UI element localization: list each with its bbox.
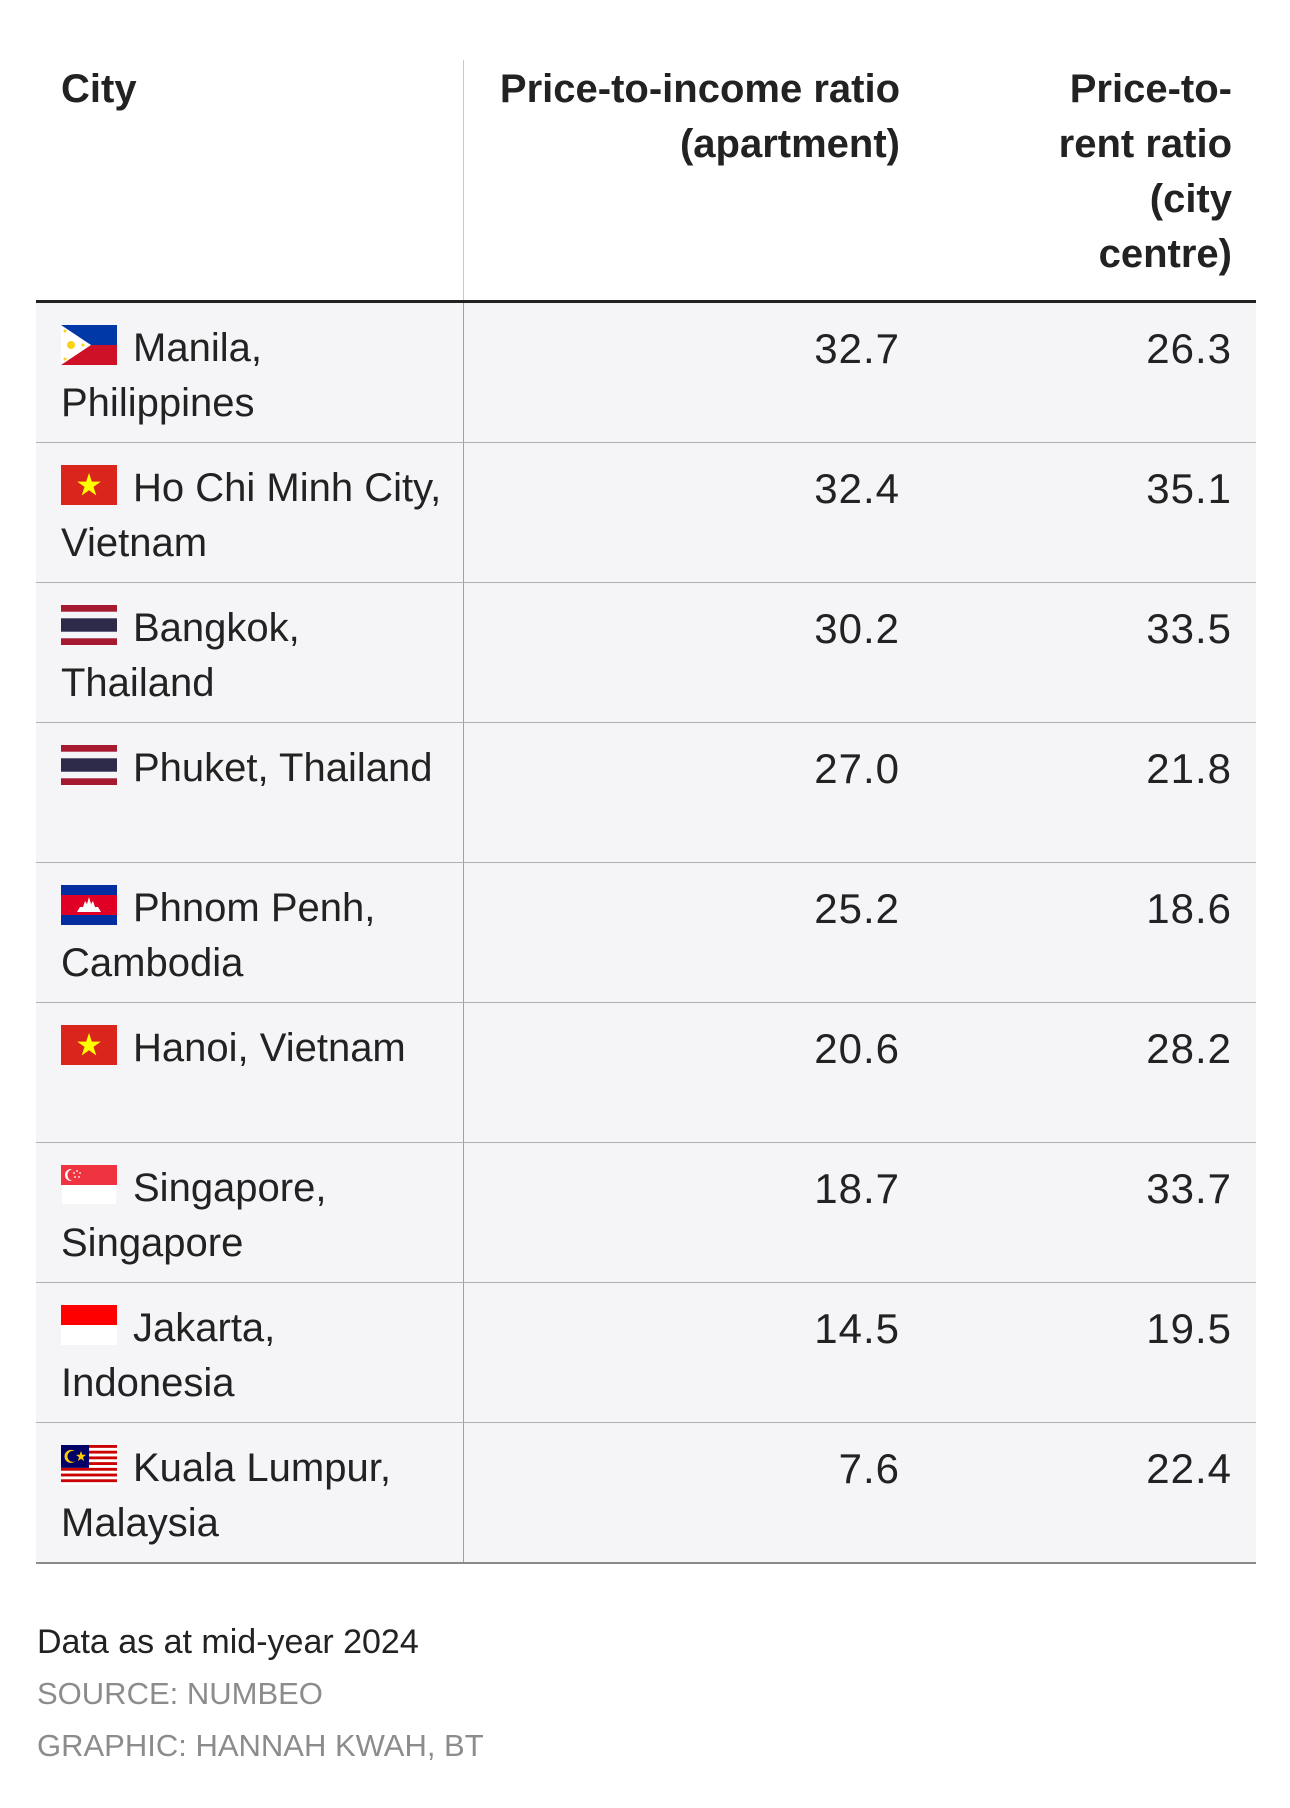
indonesia-flag-icon <box>61 1305 117 1345</box>
city-cell: Phnom Penh, Cambodia <box>61 881 451 991</box>
footer: Data as at mid-year 2024 SOURCE: NUMBEO … <box>37 1616 484 1772</box>
city-cell: Hanoi, Vietnam <box>61 1021 451 1076</box>
table-row: Phuket, Thailand 27.0 21.8 <box>36 723 1256 863</box>
city-name: Singapore, Singapore <box>61 1166 327 1265</box>
price-to-rent-value: 22.4 <box>1146 1445 1232 1492</box>
table-header: City Price-to-income ratio (apartment) P… <box>36 60 1256 303</box>
city-name: Hanoi, Vietnam <box>133 1026 406 1070</box>
table-row: Phnom Penh, Cambodia 25.2 18.6 <box>36 863 1256 1003</box>
price-to-rent-value: 26.3 <box>1146 325 1232 372</box>
price-to-income-value: 32.4 <box>814 465 900 512</box>
malaysia-flag-icon <box>61 1445 117 1485</box>
price-to-rent-value: 35.1 <box>1146 465 1232 512</box>
thailand-flag-icon <box>61 605 117 645</box>
column-divider <box>463 1423 464 1562</box>
table-row: Jakarta, Indonesia 14.5 19.5 <box>36 1283 1256 1423</box>
cambodia-flag-icon <box>61 885 117 925</box>
column-divider <box>463 1143 464 1282</box>
city-name: Phuket, Thailand <box>133 746 433 790</box>
city-cell: Bangkok, Thailand <box>61 601 451 711</box>
thailand-flag-icon <box>61 745 117 785</box>
column-divider <box>463 443 464 582</box>
city-cell: Manila, Philippines <box>61 321 451 431</box>
philippines-flag-icon <box>61 325 117 365</box>
column-divider <box>463 60 464 300</box>
price-to-income-value: 25.2 <box>814 885 900 932</box>
vietnam-flag-icon <box>61 465 117 505</box>
price-to-income-value: 18.7 <box>814 1165 900 1212</box>
column-divider <box>463 583 464 722</box>
price-to-income-value: 7.6 <box>838 1445 900 1492</box>
vietnam-flag-icon <box>61 1025 117 1065</box>
price-to-rent-value: 19.5 <box>1146 1305 1232 1352</box>
city-cell: Kuala Lumpur, Malaysia <box>61 1441 451 1551</box>
price-to-rent-value: 33.5 <box>1146 605 1232 652</box>
footer-note: Data as at mid-year 2024 <box>37 1623 419 1661</box>
price-to-income-value: 32.7 <box>814 325 900 372</box>
column-divider <box>463 1283 464 1422</box>
column-divider <box>463 1003 464 1142</box>
city-name: Jakarta, Indonesia <box>61 1306 276 1405</box>
city-name: Kuala Lumpur, Malaysia <box>61 1446 391 1545</box>
city-cell: Phuket, Thailand <box>61 741 451 796</box>
price-to-income-value: 20.6 <box>814 1025 900 1072</box>
column-divider <box>463 863 464 1002</box>
price-to-income-value: 27.0 <box>814 745 900 792</box>
column-header-city: City <box>61 67 137 111</box>
price-to-rent-value: 28.2 <box>1146 1025 1232 1072</box>
price-to-rent-value: 33.7 <box>1146 1165 1232 1212</box>
column-header-price-to-rent: Price-to-rent ratio (city centre) <box>1058 67 1232 276</box>
city-name: Manila, Philippines <box>61 326 262 425</box>
table-row: Bangkok, Thailand 30.2 33.5 <box>36 583 1256 723</box>
footer-source: SOURCE: NUMBEO <box>37 1676 323 1711</box>
column-divider <box>463 303 464 442</box>
table-row: Manila, Philippines 32.7 26.3 <box>36 303 1256 443</box>
city-cell: Ho Chi Minh City, Vietnam <box>61 461 451 571</box>
price-to-rent-value: 21.8 <box>1146 745 1232 792</box>
column-divider <box>463 723 464 862</box>
table-row: Singapore, Singapore 18.7 33.7 <box>36 1143 1256 1283</box>
table: City Price-to-income ratio (apartment) P… <box>36 60 1256 1564</box>
column-header-price-to-income: Price-to-income ratio (apartment) <box>499 67 900 166</box>
table-row: Kuala Lumpur, Malaysia 7.6 22.4 <box>36 1423 1256 1564</box>
table-row: Ho Chi Minh City, Vietnam 32.4 35.1 <box>36 443 1256 583</box>
price-to-income-value: 30.2 <box>814 605 900 652</box>
price-to-income-value: 14.5 <box>814 1305 900 1352</box>
singapore-flag-icon <box>61 1165 117 1205</box>
city-cell: Jakarta, Indonesia <box>61 1301 451 1411</box>
price-to-rent-value: 18.6 <box>1146 885 1232 932</box>
city-cell: Singapore, Singapore <box>61 1161 451 1271</box>
table-row: Hanoi, Vietnam 20.6 28.2 <box>36 1003 1256 1143</box>
city-name: Phnom Penh, Cambodia <box>61 886 376 985</box>
footer-graphic-credit: GRAPHIC: HANNAH KWAH, BT <box>37 1728 484 1763</box>
table-body: Manila, Philippines 32.7 26.3 Ho Chi Minh C… <box>36 303 1256 1564</box>
city-name: Ho Chi Minh City, Vietnam <box>61 466 442 565</box>
city-name: Bangkok, Thailand <box>61 606 300 705</box>
